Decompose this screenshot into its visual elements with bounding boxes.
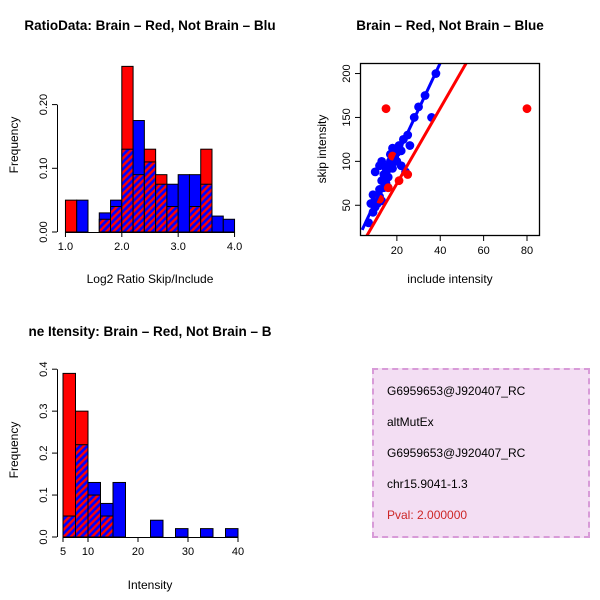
svg-text:50: 50 — [341, 199, 353, 211]
svg-text:0.2: 0.2 — [38, 445, 50, 460]
intensity-histogram-plot: 5 10 20 30 40 0.0 0.1 0.2 0.3 0.4 — [38, 362, 244, 558]
ratio-histogram-plot: 1.0 2.0 3.0 4.0 0.00 0.10 0.20 — [38, 65, 242, 253]
svg-text:40: 40 — [434, 245, 446, 257]
svg-text:60: 60 — [477, 245, 489, 257]
scatter-ylabel: skip intensity — [315, 114, 329, 184]
gene-id-line2: G6959653@J920407_RC — [387, 445, 526, 460]
scatter-xlabel: include intensity — [407, 272, 493, 286]
svg-text:0.00: 0.00 — [38, 221, 50, 242]
gene-id-line: G6959653@J920407_RC — [387, 384, 526, 399]
svg-text:40: 40 — [232, 546, 244, 558]
scatter-title: Brain – Red, Not Brain – Blue — [356, 18, 544, 33]
intensity-histogram-xlabel: Intensity — [127, 578, 173, 592]
svg-text:2.0: 2.0 — [114, 241, 129, 253]
svg-text:20: 20 — [132, 546, 144, 558]
svg-text:80: 80 — [521, 245, 533, 257]
svg-text:10: 10 — [82, 546, 94, 558]
gene-info-box: G6959653@J920407_RC altMutEx G6959653@J9… — [372, 368, 590, 538]
svg-text:0.3: 0.3 — [38, 403, 50, 418]
panel-ratio-histogram: RatioData: Brain – Red, Not Brain – Blu … — [0, 0, 300, 300]
svg-text:0.1: 0.1 — [38, 487, 50, 502]
ratio-histogram-title: RatioData: Brain – Red, Not Brain – Blu — [24, 18, 276, 33]
svg-text:3.0: 3.0 — [171, 241, 186, 253]
ratio-histogram-xlabel: Log2 Ratio Skip/Include — [86, 272, 214, 286]
panel-info: G6959653@J920407_RC altMutEx G6959653@J9… — [300, 300, 600, 600]
svg-text:1.0: 1.0 — [58, 241, 73, 253]
svg-text:100: 100 — [341, 152, 353, 170]
ratio-histogram-ylabel: Frequency — [7, 116, 21, 174]
svg-text:0.4: 0.4 — [38, 362, 50, 377]
scatter-plot: 20 40 60 80 50 100 150 200 — [341, 62, 541, 257]
intensity-histogram-ylabel: Frequency — [7, 421, 21, 479]
panel-intensity-histogram: ne Itensity: Brain – Red, Not Brain – B … — [0, 300, 300, 600]
intensity-histogram-title: ne Itensity: Brain – Red, Not Brain – B — [28, 324, 272, 339]
svg-text:0.20: 0.20 — [38, 94, 50, 115]
svg-text:30: 30 — [182, 546, 194, 558]
svg-text:20: 20 — [391, 245, 403, 257]
event-type-line: altMutEx — [387, 415, 434, 430]
svg-text:4.0: 4.0 — [227, 241, 242, 253]
svg-text:0.10: 0.10 — [38, 158, 50, 179]
svg-text:200: 200 — [341, 64, 353, 82]
svg-text:150: 150 — [341, 108, 353, 126]
svg-text:0.0: 0.0 — [38, 529, 50, 544]
pval-line: Pval: 2.000000 — [387, 507, 468, 522]
panel-scatter: Brain – Red, Not Brain – Blue skip inten… — [300, 0, 600, 300]
svg-text:5: 5 — [60, 546, 66, 558]
chromosome-line: chr15.9041-1.3 — [387, 476, 468, 491]
